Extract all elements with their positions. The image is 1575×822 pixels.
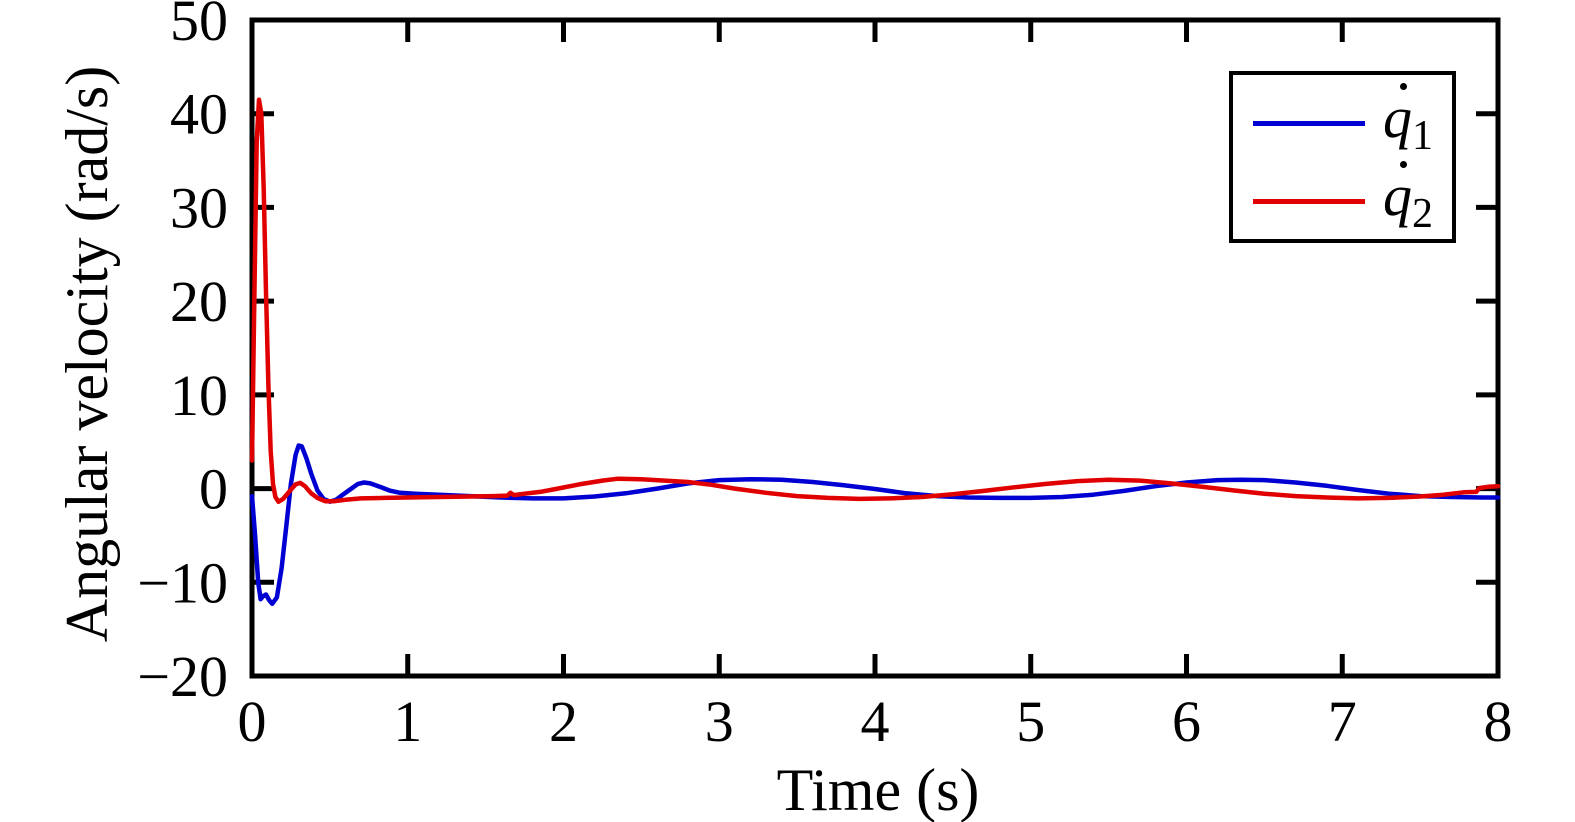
legend-label-subscript: 2	[1412, 191, 1433, 237]
legend-item-q1_dot: q1	[1233, 83, 1452, 157]
y-tick-label: 40	[170, 82, 228, 147]
x-axis-label: Time (s)	[776, 757, 980, 822]
x-tick-label: 6	[1172, 689, 1201, 754]
series-line-q1_dot	[249, 443, 1501, 607]
y-tick-label: 50	[170, 0, 228, 53]
legend-line-swatch	[1253, 198, 1365, 204]
y-tick-label: 0	[199, 457, 228, 522]
x-tick-label: 2	[549, 689, 578, 754]
x-tick-label: 7	[1328, 689, 1357, 754]
legend-line-swatch	[1253, 120, 1365, 126]
x-tick-label: 3	[705, 689, 734, 754]
series-line-q2_dot	[249, 97, 1501, 504]
legend-label-subscript: 1	[1412, 113, 1433, 159]
legend: q1 q2	[1229, 71, 1456, 243]
overdot-icon	[1400, 161, 1407, 168]
y-tick-label: −10	[137, 550, 228, 615]
x-tick-label: 1	[393, 689, 422, 754]
x-tick-label: 8	[1484, 689, 1513, 754]
y-tick-label: 10	[170, 363, 228, 428]
y-tick-label: −20	[137, 644, 228, 709]
x-tick-label: 0	[238, 689, 267, 754]
legend-item-q2_dot: q2	[1233, 161, 1452, 235]
x-tick-label: 4	[861, 689, 890, 754]
legend-label: q1	[1383, 83, 1433, 159]
legend-label: q2	[1383, 161, 1433, 237]
legend-label-base: q	[1383, 85, 1412, 150]
y-tick-label: 20	[170, 269, 228, 334]
y-tick-label: 30	[170, 175, 228, 240]
overdot-icon	[1400, 83, 1407, 90]
legend-label-base: q	[1383, 163, 1412, 228]
x-tick-label: 5	[1016, 689, 1045, 754]
